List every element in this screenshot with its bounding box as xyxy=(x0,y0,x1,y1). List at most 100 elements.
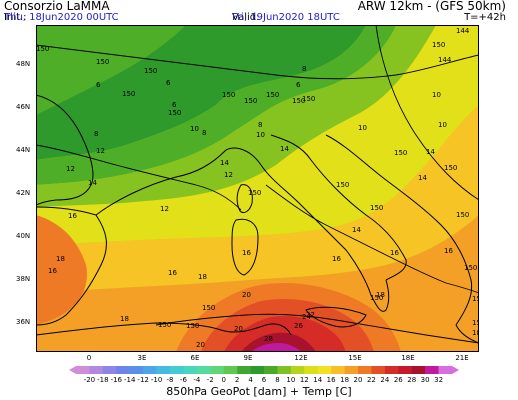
isoline-label: 150 xyxy=(122,90,135,98)
legend-swatch xyxy=(304,366,319,374)
coast-iberia-north xyxy=(36,206,97,216)
lat-label-46n: 46N xyxy=(16,103,31,111)
legend-swatch xyxy=(344,366,359,374)
legend-tick-label: -20 xyxy=(84,376,95,384)
temp-label: 20 xyxy=(242,291,251,299)
lon-label-18e: 18E xyxy=(401,354,415,362)
forecast-step: T=+42h xyxy=(464,12,506,23)
isoline-labels: 150 150 150 150 150 150 150 150 150 150 … xyxy=(36,27,479,330)
isoline-label: 150 xyxy=(336,181,349,189)
coast-italy-west xyxy=(225,147,372,296)
legend-tick-label: 20 xyxy=(354,376,363,384)
temp-label: 10 xyxy=(438,121,447,129)
temp-label: 16 xyxy=(242,249,251,257)
legend-swatch xyxy=(143,366,157,374)
temp-label: 10 xyxy=(190,125,199,133)
isoline-label: 150 xyxy=(444,164,457,172)
legend-swatch xyxy=(371,366,386,374)
legend-tick-labels: -20 -18 -16 -14 -12 -10 -8 -6 -4 -2 0 2 4 6 8 10 12 14 16 1… xyxy=(84,376,443,384)
isoline-label: 150 xyxy=(292,97,305,105)
legend-tick-label: -10 xyxy=(151,376,162,384)
isoline-label: 150 xyxy=(36,45,49,53)
temp-label: 6 xyxy=(96,81,101,89)
isoline-150-e xyxy=(375,25,479,201)
legend-swatch xyxy=(210,366,225,374)
temp-label: 12 xyxy=(96,147,105,155)
lon-label-21e: 21E xyxy=(455,354,469,362)
isoline-label: 150 xyxy=(464,264,477,272)
temp-label: 8 xyxy=(202,129,206,137)
temp-label: 10 xyxy=(256,131,265,139)
legend-swatch xyxy=(223,366,238,374)
isoline-label: 144 xyxy=(456,27,470,35)
temp-band-8 xyxy=(36,25,396,185)
legend-tick-label: 16 xyxy=(327,376,336,384)
isoline-label: 150 xyxy=(456,211,469,219)
temp-label: 14 xyxy=(280,145,289,153)
legend-right-arrow xyxy=(452,366,459,374)
legend-tick-label: -12 xyxy=(137,376,148,384)
isoline-label: 150 xyxy=(202,304,215,312)
temp-label: 20 xyxy=(196,341,205,349)
isoline-150-c xyxy=(265,184,479,294)
coast-sicily xyxy=(305,306,367,328)
temp-label: 24 xyxy=(302,313,311,321)
isoline-label: 150 xyxy=(168,109,181,117)
lat-label-44n: 44N xyxy=(16,146,31,154)
temp-label: 16 xyxy=(48,267,57,275)
isoline-label: 150 xyxy=(158,321,171,329)
temp-label: 8 xyxy=(258,121,262,129)
isoline-150-a xyxy=(36,44,479,80)
temp-label: 18 xyxy=(472,329,479,337)
coast-france-atlantic xyxy=(36,94,94,206)
legend-color-boxes xyxy=(69,366,459,374)
coast-gulf-of-lion xyxy=(95,149,227,216)
isoline-label: 150 xyxy=(370,204,383,212)
legend-tick-label: -16 xyxy=(111,376,123,384)
geopotential-isolines xyxy=(36,25,479,344)
isoline-label: 150 xyxy=(432,41,445,49)
map-frame xyxy=(36,25,479,352)
legend-swatch xyxy=(277,366,292,374)
init-value: Thu, 18Jun2020 00UTC xyxy=(4,12,119,23)
legend-swatch xyxy=(398,366,413,374)
temp-label: 16 xyxy=(444,247,453,255)
lat-label-48n: 48N xyxy=(16,60,31,68)
legend-tick-label: 22 xyxy=(367,376,376,384)
legend-tick-label: 0 xyxy=(221,376,225,384)
temp-label: 12 xyxy=(224,171,233,179)
legend-swatch xyxy=(290,366,305,374)
coast-greece xyxy=(455,324,479,344)
legend-tick-label: -8 xyxy=(167,376,174,384)
temp-label: 26 xyxy=(294,322,303,330)
lon-label-15e: 15E xyxy=(348,354,362,362)
legend-tick-label: 24 xyxy=(380,376,389,384)
legend-title: 850hPa GeoPot [dam] + Temp [C] xyxy=(166,385,352,398)
legend-tick-label: 32 xyxy=(434,376,443,384)
legend-tick-label: 26 xyxy=(394,376,403,384)
legend-tick-label: -14 xyxy=(124,376,136,384)
legend-swatch xyxy=(129,366,144,374)
temp-label: 6 xyxy=(166,79,171,87)
legend-tick-label: -18 xyxy=(97,376,108,384)
temp-label: 10 xyxy=(432,91,441,99)
coast-italy-east xyxy=(270,134,407,281)
temp-band-iberia xyxy=(36,215,87,325)
temp-label: 14 xyxy=(88,179,97,187)
temp-label: 16 xyxy=(168,269,177,277)
legend-swatch xyxy=(116,366,131,374)
isoline-label: 150 xyxy=(472,319,479,327)
legend-swatch xyxy=(237,366,251,374)
temp-label: 14 xyxy=(426,148,435,156)
temp-label: 18 xyxy=(376,291,385,299)
coast-spain-east xyxy=(36,214,107,326)
legend-tick-label: 4 xyxy=(248,376,253,384)
legend-tick-label: -6 xyxy=(180,376,188,384)
legend-swatch xyxy=(425,366,439,374)
isoline-label: 150 xyxy=(248,189,261,197)
temp-label: 14 xyxy=(352,226,361,234)
isoline-label: 150 xyxy=(244,97,257,105)
legend-left-arrow xyxy=(69,366,76,374)
legend-tick-label: 28 xyxy=(407,376,416,384)
legend-tick-label: -4 xyxy=(193,376,201,384)
